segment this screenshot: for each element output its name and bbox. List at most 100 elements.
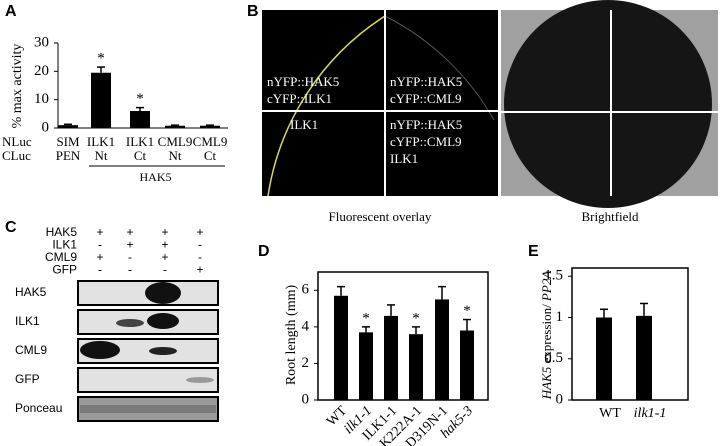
bar [130, 111, 150, 128]
y-tick-label: 10 [34, 91, 49, 107]
bar [636, 315, 652, 400]
significance-mark: * [136, 91, 144, 107]
blot-label: HAK5 [15, 285, 47, 299]
y-tick-label: 4 [302, 318, 310, 334]
bar [409, 334, 423, 400]
image-label: cYFP::ILK1 [267, 91, 332, 106]
bar [384, 315, 398, 400]
y-axis-label: % max activity [10, 44, 25, 129]
x-tick-label-2: PEN [56, 148, 81, 163]
bar [460, 330, 474, 400]
y-tick-label: 2 [302, 355, 310, 371]
bar [165, 125, 185, 128]
bar [200, 125, 220, 128]
panel-letter: A [5, 3, 17, 20]
condition-sign: - [198, 250, 202, 264]
image-label: nYFP::HAK5 [390, 117, 462, 132]
bar [334, 295, 348, 400]
group-label: HAK5 [140, 170, 172, 184]
y-tick-label: 1.5 [544, 268, 563, 284]
y-axis-label: Root length (mm) [284, 285, 299, 386]
image-caption: Brightfield [581, 209, 639, 224]
band [147, 313, 179, 329]
condition-sign: - [128, 263, 132, 277]
panel-letter: E [528, 243, 539, 260]
plot-frame [571, 267, 689, 401]
condition-sign: + [126, 238, 133, 252]
blot-label: Ponceau [15, 401, 62, 415]
x-row-label: NLuc [2, 134, 32, 149]
condition-sign: - [163, 263, 167, 277]
panel-letter: D [258, 243, 270, 260]
condition-sign: - [198, 238, 202, 252]
y-tick-label: 0.5 [544, 350, 563, 366]
x-tick-label: WT [599, 406, 621, 421]
x-tick-label: CML9 [193, 134, 228, 149]
image-label: ILK1 [390, 151, 418, 166]
band [186, 377, 214, 383]
y-tick-label: 0 [556, 391, 564, 407]
y-tick-label: 0 [302, 391, 310, 407]
band [145, 282, 181, 304]
condition-sign: + [196, 263, 203, 277]
condition-label: GFP [52, 263, 77, 277]
y-tick-label: 30 [34, 34, 49, 50]
blot-label: CML9 [15, 343, 47, 357]
band [116, 319, 144, 327]
blot-bands [80, 282, 216, 413]
condition-label: HAK5 [46, 225, 78, 239]
condition-label: CML9 [45, 250, 77, 264]
x-tick-label-2: Ct [204, 148, 217, 163]
condition-sign: - [128, 250, 132, 264]
x-tick-label: SIM [56, 134, 80, 149]
y-tick-label: 0 [42, 119, 50, 135]
x-tick-label-2: Nt [169, 148, 182, 163]
x-tick-label: ILK1 [87, 134, 115, 149]
blot-label: GFP [15, 372, 40, 386]
y-label-part: HAK5 [539, 366, 554, 400]
y-label-part: PP2A [539, 271, 554, 302]
condition-sign: + [196, 225, 203, 239]
image-caption: Fluorescent overlay [329, 209, 432, 224]
brightfield-disc [504, 0, 712, 208]
y-label-part: expression/ [539, 301, 554, 367]
image-label: ILK1 [290, 117, 318, 132]
x-tick-label-2: Nt [95, 148, 108, 163]
condition-sign: - [98, 238, 102, 252]
bar [359, 332, 373, 400]
condition-sign: - [98, 263, 102, 277]
y-axis-label: HAK5 expression/ PP2A [539, 271, 554, 401]
x-tick-label: ILK1 [126, 134, 154, 149]
x-row-label: CLuc [2, 148, 31, 163]
bar [91, 72, 111, 128]
condition-sign: + [161, 250, 168, 264]
y-tick-label: 20 [34, 63, 49, 79]
image-label: cYFP::CML9 [390, 91, 462, 106]
x-tick-label-2: Ct [134, 148, 147, 163]
plot-frame [317, 271, 489, 401]
ponceau-band [80, 405, 216, 413]
condition-sign: + [126, 225, 133, 239]
fluorescent-ring-faint [384, 15, 495, 121]
x-tick-label: ilk1-1 [634, 406, 667, 421]
significance-mark: * [97, 51, 105, 67]
bar [596, 317, 612, 400]
condition-sign: + [161, 238, 168, 252]
image-label: nYFP::HAK5 [267, 74, 339, 89]
condition-sign: + [161, 225, 168, 239]
blot-label: ILK1 [15, 314, 40, 328]
image-label: cYFP::CML9 [390, 134, 462, 149]
band [149, 347, 177, 355]
condition-label: ILK1 [52, 238, 77, 252]
panel-letter: C [5, 219, 17, 236]
bar [435, 299, 449, 400]
significance-mark: * [463, 303, 471, 319]
fluorescent-ring [267, 15, 386, 197]
y-tick-label: 1 [556, 309, 564, 325]
significance-mark: * [412, 310, 420, 326]
condition-sign: + [96, 225, 103, 239]
panel-letter: B [247, 3, 259, 20]
y-tick-label: 6 [302, 282, 310, 298]
band [80, 341, 120, 359]
